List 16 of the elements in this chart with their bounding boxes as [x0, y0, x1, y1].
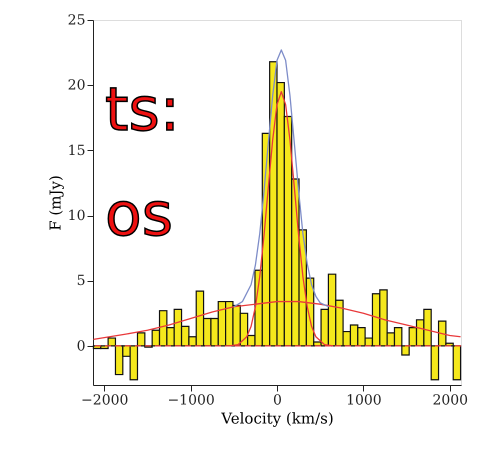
y-tick-label: 0 — [76, 338, 86, 354]
line-series — [233, 49, 330, 308]
x-tick-label: −1000 — [167, 392, 215, 408]
x-tick-label: 0 — [273, 392, 282, 408]
x-tick-label: −2000 — [81, 392, 128, 408]
y-tick-label: 25 — [68, 12, 86, 28]
y-tick-label: 20 — [68, 78, 86, 94]
y-tick-label: 10 — [68, 208, 86, 224]
y-tick-label: 15 — [68, 142, 86, 159]
y-axis-title: F (mJy) — [46, 175, 65, 231]
annotation: ts: — [105, 75, 180, 145]
x-tick-label: 1000 — [346, 392, 382, 408]
x-tick-label: 2000 — [432, 392, 468, 408]
y-tick-label: 5 — [76, 273, 86, 290]
annotation: os — [105, 180, 173, 250]
x-axis-title: Velocity (km/s) — [220, 410, 334, 428]
